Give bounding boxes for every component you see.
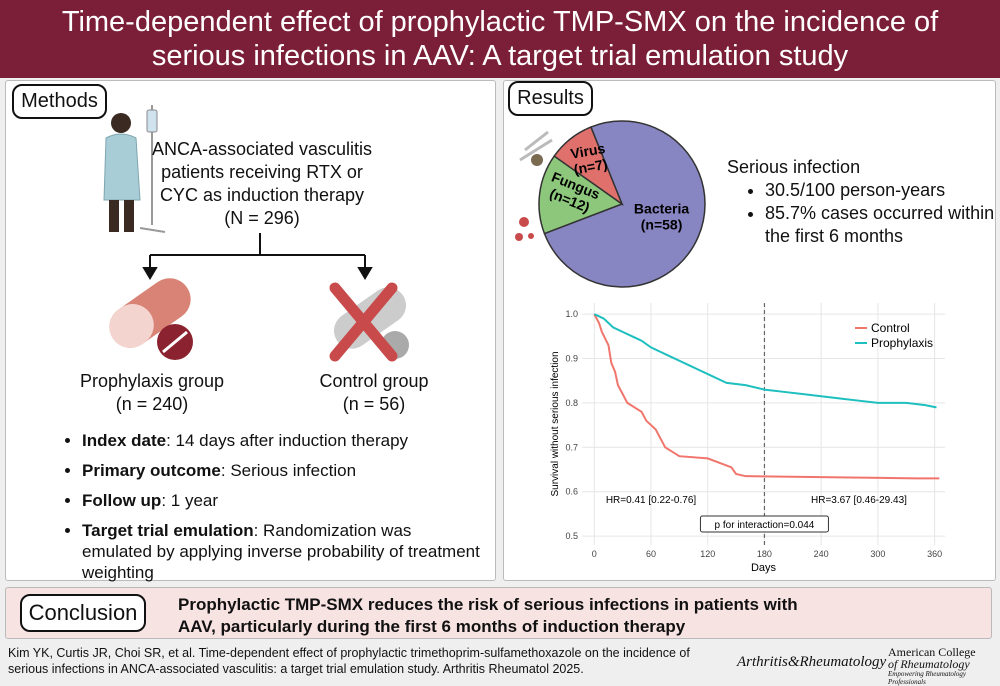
journal: Arthritis&Rheumatology	[737, 654, 887, 670]
population-n: (N = 296)	[224, 208, 300, 228]
x-tick-label: 180	[757, 549, 772, 559]
x-tick-label: 300	[870, 549, 885, 559]
bullet-text: : 1 year	[161, 491, 219, 510]
results-heading: Results	[508, 81, 593, 116]
bullet-text: : 14 days after induction therapy	[166, 431, 409, 450]
bullet-term: Follow up	[82, 491, 162, 510]
group-name: Prophylaxis group	[79, 371, 225, 391]
bullet: Primary outcome: Serious infection	[82, 460, 482, 481]
legend-label: Prophylaxis	[871, 336, 933, 350]
annotation-box	[699, 515, 829, 533]
x-tick-label: 360	[927, 549, 942, 559]
conclusion-text: Prophylactic TMP-SMX reduces the risk of…	[178, 595, 798, 636]
bullet: Follow up: 1 year	[82, 490, 482, 511]
pill-icon	[109, 278, 193, 360]
conclusion-panel	[5, 587, 992, 639]
group-n: (n = 240)	[115, 394, 189, 414]
bullet-term: Index date	[82, 431, 167, 450]
infection-title: Serious infection	[727, 157, 861, 177]
annotation: HR=0.41 [0.22-0.76]	[606, 495, 697, 506]
bullet-term: Primary outcome	[82, 461, 221, 480]
plot-area	[582, 303, 945, 545]
population: ANCA-associated vasculitis patients rece…	[151, 139, 373, 205]
patient-icon	[103, 105, 166, 233]
bullet: Target trial emulation: Randomization wa…	[82, 520, 482, 583]
y-tick-label: 0.7	[565, 442, 578, 452]
no-pill-icon	[329, 282, 409, 362]
bullet: 30.5/100 person-years	[765, 179, 1000, 202]
charts: Bacteria(n=58)Fungus(n=12)Virus(n=7)0.50…	[538, 120, 945, 574]
tree-lines	[142, 233, 373, 280]
results-bullets: 30.5/100 person-years85.7% cases occurre…	[745, 179, 1000, 248]
methods-panel	[5, 80, 496, 581]
bullet-text: : Randomization was emulated by applying…	[82, 521, 480, 582]
pie-label: Bacteria	[634, 200, 689, 216]
annotation: HR=3.67 [0.46-29.43]	[811, 495, 907, 506]
bullet-text: : Serious infection	[220, 461, 357, 480]
y-tick-label: 0.9	[565, 354, 578, 364]
y-tick-label: 0.5	[565, 531, 578, 541]
y-axis-label: Survival without serious infection	[550, 351, 561, 496]
pie-value-label: (n=58)	[641, 216, 683, 232]
title: Time-dependent effect of prophylactic TM…	[0, 0, 1000, 78]
bullet-term: Target trial emulation	[82, 521, 254, 540]
pie-label: Virus	[569, 140, 606, 162]
pie-value-label: (n=7)	[573, 156, 609, 178]
y-tick-label: 0.6	[565, 487, 578, 497]
methods-heading: Methods	[12, 84, 107, 119]
x-tick-label: 120	[700, 549, 715, 559]
x-tick-label: 60	[646, 549, 656, 559]
methods-bullets: Index date: 14 days after induction ther…	[62, 430, 482, 592]
bullet: 85.7% cases occurred within the first 6 …	[765, 202, 1000, 248]
y-tick-label: 0.8	[565, 398, 578, 408]
legend-label: Control	[871, 321, 910, 335]
annotation: p for interaction=0.044	[715, 520, 815, 531]
survival-curve	[593, 313, 940, 480]
pie-slice	[553, 126, 624, 207]
pie-slice	[538, 155, 624, 235]
society-name: of Rheumatology	[888, 657, 970, 671]
x-axis-label: Days	[751, 562, 777, 574]
x-tick-label: 0	[592, 549, 597, 559]
bullet: Index date: 14 days after induction ther…	[82, 430, 482, 451]
y-tick-label: 1.0	[565, 309, 578, 319]
pie-slice	[543, 120, 706, 288]
society-name: American College	[888, 645, 976, 659]
conclusion-heading: Conclusion	[20, 594, 146, 632]
group-name: Control group	[319, 371, 429, 391]
survival-curve	[593, 313, 937, 409]
group-n: (n = 56)	[342, 394, 406, 414]
citation: Kim YK, Curtis JR, Choi SR, et al. Time-…	[8, 646, 690, 676]
x-tick-label: 240	[814, 549, 829, 559]
society-tagline: Empowering Rheumatology Professionals	[888, 670, 966, 686]
